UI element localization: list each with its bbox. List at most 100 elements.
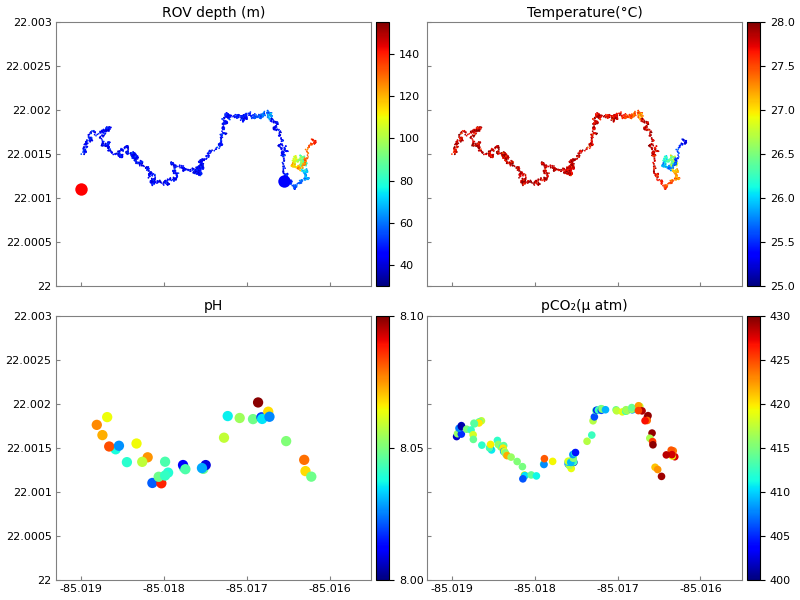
Point [658,160,671,170]
Point [126,151,139,161]
Point [290,155,303,164]
Point [586,119,599,129]
Point [298,166,311,176]
Point [499,150,512,160]
Point [506,158,519,168]
Point [667,166,680,175]
Point [657,158,670,167]
Point [78,142,90,152]
Point [296,160,309,169]
Point [495,151,508,160]
Point [302,142,315,152]
Point [657,156,670,166]
Point [99,139,112,148]
Point [588,122,601,132]
Point [517,181,530,190]
Point [190,164,203,174]
Point [631,108,644,118]
Point [278,143,290,152]
Point [267,117,280,127]
Point [670,173,683,182]
Point [491,142,504,151]
Point [300,171,313,181]
Point [638,124,650,134]
Point [558,165,570,175]
Point [102,140,114,150]
Point [218,118,230,127]
Point [566,161,579,171]
Point [491,436,504,445]
Point [669,160,682,169]
Point [666,160,679,169]
Point [464,128,477,137]
Point [289,181,302,191]
Point [530,176,542,185]
Point [167,167,180,177]
Point [658,158,671,167]
Point [466,131,479,140]
Point [266,115,279,124]
Point [455,429,468,439]
Point [564,167,577,176]
Point [168,175,181,184]
Point [236,113,249,122]
Point [518,179,531,189]
Point [548,164,561,174]
Point [244,107,257,117]
Point [562,163,574,173]
Point [679,138,692,148]
Point [170,170,183,179]
Point [223,112,236,122]
Point [286,181,298,190]
Point [195,157,208,167]
Point [200,154,213,164]
Point [306,135,319,145]
Point [517,178,530,187]
Point [450,138,463,148]
Point [222,113,234,122]
Point [96,430,109,440]
Point [633,113,646,123]
Point [649,146,662,155]
Point [237,114,250,124]
Point [658,162,670,172]
Point [170,174,182,184]
Point [635,109,648,118]
Point [562,168,575,178]
Point [269,122,282,132]
Point [237,116,250,125]
Point [449,146,462,156]
Point [623,112,636,121]
Point [214,142,226,151]
Point [652,169,665,179]
Point [298,158,310,168]
Point [482,147,495,157]
Point [557,164,570,173]
Point [623,111,636,121]
Point [472,124,485,133]
Point [196,163,209,173]
Point [294,154,307,164]
Point [562,167,574,176]
Point [486,145,499,154]
Point [498,153,511,163]
Point [216,122,229,132]
Point [639,125,652,134]
Point [294,160,307,169]
Point [562,169,575,179]
Point [288,156,301,166]
Point [268,125,281,134]
Point [642,119,654,129]
Point [191,163,204,173]
Point [659,182,672,191]
Point [498,154,510,163]
Point [486,146,498,155]
Point [278,151,290,160]
Point [297,157,310,167]
Point [459,130,472,139]
Point [303,140,316,150]
Point [264,109,277,119]
Point [539,175,552,184]
Point [178,164,190,174]
Point [141,163,154,173]
